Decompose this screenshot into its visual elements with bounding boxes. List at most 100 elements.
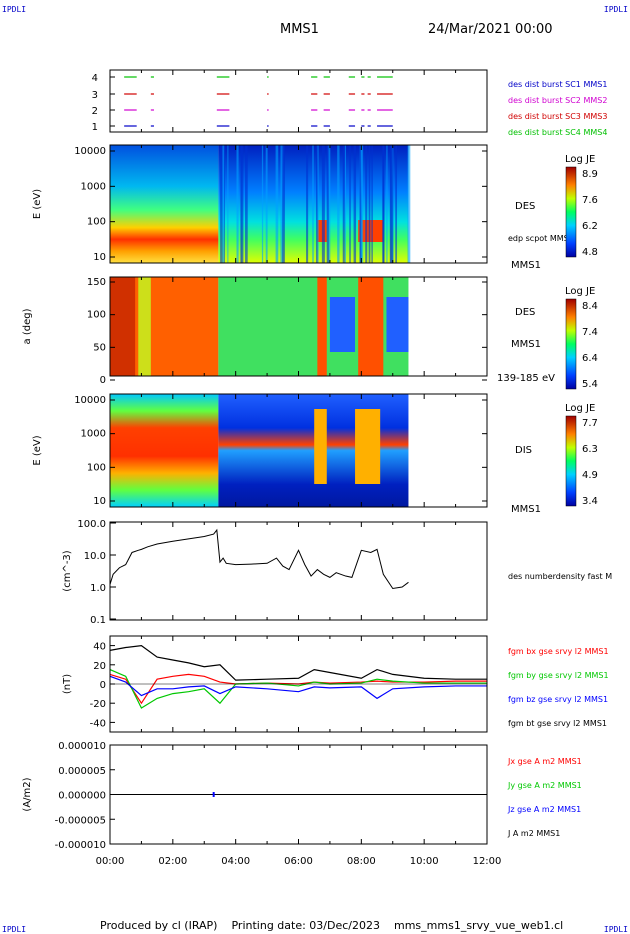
des-energy-stripe	[220, 145, 223, 263]
fgm-tick-label: -40	[90, 718, 106, 729]
des-energy-tick-label: 1000	[81, 181, 106, 192]
footer-line: Produced by cl (IRAP) Printing date: 03/…	[100, 919, 563, 932]
fgm-tick-label: 20	[93, 661, 106, 672]
dis-energy-colorbar-tick: 4.9	[582, 470, 598, 481]
burst-tick-label: 3	[92, 90, 98, 101]
current-legend-3: Jz gse A m2 MMS1	[507, 805, 581, 814]
des-energy-stripe	[316, 145, 318, 263]
des-energy-stripe	[245, 145, 248, 263]
dis-energy-quiet-block	[110, 394, 218, 507]
des-energy-colorbar	[566, 167, 576, 257]
pitch-cold-band	[330, 297, 355, 352]
dis-energy-colorbar-label: Log JE	[565, 403, 595, 414]
pitch-tick-label: 100	[87, 310, 106, 321]
des-energy-stripe	[371, 145, 372, 263]
dis-energy-colorbar-tick: 3.4	[582, 496, 598, 507]
footer-corner-right: IPDLI	[604, 925, 628, 934]
pitch-tick-label: 0	[100, 375, 106, 386]
current-legend-2: Jy gse A m2 MMS1	[507, 781, 582, 790]
des-energy-stripe	[337, 145, 339, 263]
fgm-tick-label: 0	[100, 680, 106, 691]
des-energy-colorbar-label: Log JE	[565, 154, 595, 165]
time-tick-label: 02:00	[158, 856, 187, 867]
fgm-legend-2: fgm by gse srvy l2 MMS1	[508, 671, 609, 680]
footer-printing-date: Printing date: 03/Dec/2023	[231, 919, 380, 932]
des-energy-stripe	[312, 145, 313, 263]
des-energy-stripe	[227, 145, 228, 263]
density-ylabel: (cm^-3)	[62, 550, 73, 591]
fgm-tick-label: 40	[93, 642, 106, 653]
fgm-tick-label: -20	[90, 699, 106, 710]
panel-frame-5	[110, 522, 487, 620]
des-energy-stripe	[327, 145, 329, 263]
time-tick-label: 10:00	[410, 856, 439, 867]
pitch-hot-band	[358, 277, 383, 376]
des-energy-tick-label: 10	[93, 252, 106, 263]
current-legend-1: Jx gse A m2 MMS1	[507, 757, 582, 766]
burst-tick-label: 2	[92, 106, 98, 117]
des-energy-stripe	[365, 145, 367, 263]
current-tick-label: -0.000010	[55, 840, 106, 851]
dis-energy-mms-label: MMS1	[511, 504, 541, 515]
time-tick-label: 12:00	[473, 856, 502, 867]
des-energy-label: DES	[515, 201, 535, 212]
footer-file: mms_mms1_srvy_vue_web1.cl	[394, 919, 563, 932]
fgm-bt-line	[110, 646, 487, 681]
burst-legend-1: des dist burst SC1 MMS1	[508, 80, 607, 89]
des-energy-stripe	[322, 145, 325, 263]
density-tick-label: 100.0	[77, 519, 106, 530]
panel-frame-1	[110, 70, 487, 132]
density-legend: des numberdensity fast M	[508, 572, 612, 581]
des-energy-colorbar-tick: 8.9	[582, 169, 598, 180]
dis-energy-hot-band	[355, 409, 380, 484]
des-energy-stripe	[383, 145, 384, 263]
burst-legend-3: des dist burst SC3 MMS3	[508, 112, 607, 121]
pitch-green-block	[138, 277, 151, 376]
fgm-legend-3: fgm bz gse srvy l2 MMS1	[508, 695, 608, 704]
time-tick-label: 08:00	[347, 856, 376, 867]
des-energy-stripe	[349, 145, 350, 263]
dis-energy-ylabel: E (eV)	[32, 435, 43, 465]
fgm-legend-4: fgm bt gse srvy l2 MMS1	[508, 719, 607, 728]
fgm-legend-1: fgm bx gse srvy l2 MMS1	[508, 647, 609, 656]
pitch-colorbar-tick: 7.4	[582, 327, 598, 338]
des-energy-stripe	[237, 145, 239, 263]
pitch-colorbar	[566, 299, 576, 389]
des-energy-tick-label: 10000	[74, 146, 106, 157]
current-legend-4: J A m2 MMS1	[507, 829, 560, 838]
current-ylabel: (A/m2)	[22, 777, 33, 811]
pitch-hot-band	[317, 277, 326, 376]
pitch-energy-label: 139-185 eV	[497, 373, 555, 384]
des-energy-mms-label: MMS1	[511, 260, 541, 271]
des-energy-stripe	[408, 145, 411, 263]
dis-energy-tick-label: 10000	[74, 395, 106, 406]
dis-energy-tick-label: 10	[93, 496, 106, 507]
time-tick-label: 06:00	[284, 856, 313, 867]
des-energy-stripe	[369, 145, 371, 263]
des-energy-stripe	[354, 145, 356, 263]
footer-produced-by: Produced by cl (IRAP)	[100, 919, 217, 932]
dis-energy-tick-label: 100	[87, 462, 106, 473]
pitch-colorbar-tick: 5.4	[582, 379, 598, 390]
des-energy-stripe	[343, 145, 345, 263]
des-energy-scpot-label: edp scpot MMS1	[508, 234, 574, 243]
density-tick-label: 10.0	[84, 551, 106, 562]
burst-legend-2: des dist burst SC2 MMS2	[508, 96, 607, 105]
density-tick-label: 0.1	[90, 615, 106, 626]
time-tick-label: 04:00	[221, 856, 250, 867]
pitch-colorbar-label: Log JE	[565, 286, 595, 297]
pitch-cold-band	[386, 297, 408, 352]
pitch-ylabel: a (deg)	[22, 308, 33, 344]
dis-energy-hot-band	[314, 409, 327, 484]
des-energy-quiet-block	[110, 145, 218, 263]
dis-energy-label: DIS	[515, 445, 532, 456]
current-tick-label: 0.000010	[58, 741, 106, 752]
footer-corner-left: IPDLI	[2, 925, 26, 934]
pitch-early-block	[110, 277, 135, 376]
des-energy-stripe	[395, 145, 397, 263]
des-energy-colorbar-tick: 7.6	[582, 195, 598, 206]
current-tick-label: 0.000000	[58, 791, 106, 802]
des-energy-stripe	[386, 145, 387, 263]
des-energy-stripe	[345, 145, 346, 263]
